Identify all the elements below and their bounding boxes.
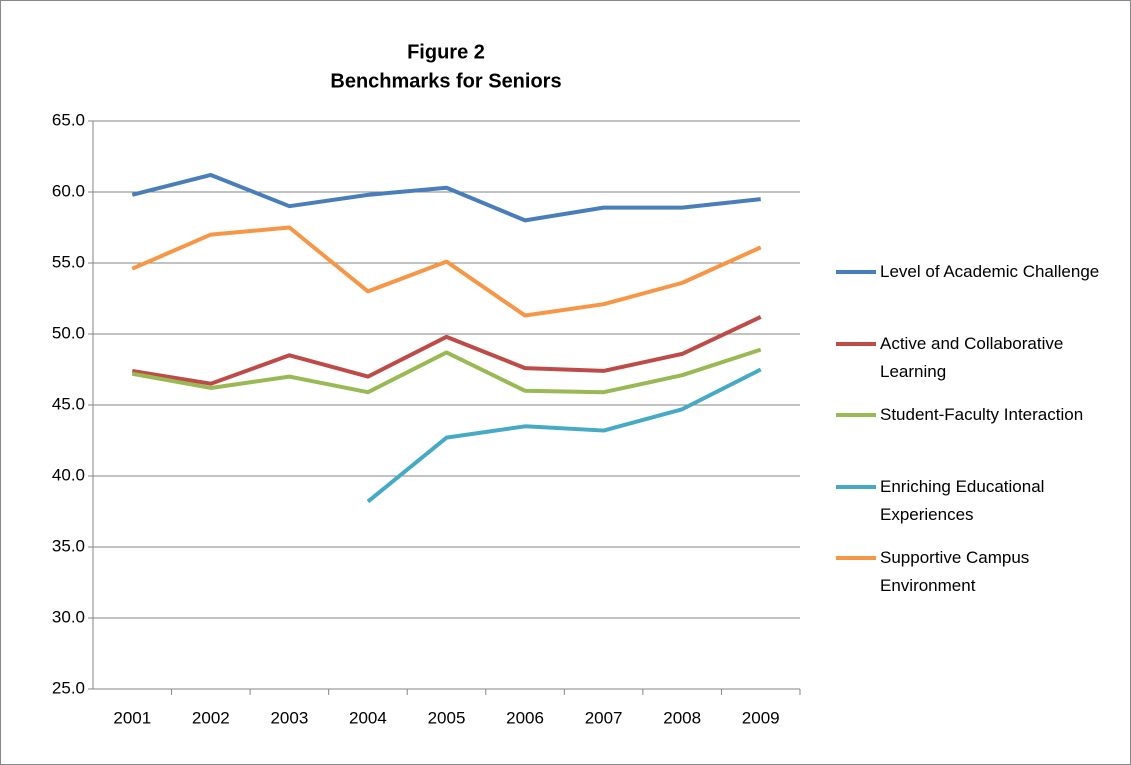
y-tick-label: 25.0: [52, 678, 85, 697]
legend-label: Enriching Educational Experiences: [880, 476, 1045, 524]
chart-subtitle: Benchmarks for Seniors: [330, 70, 561, 92]
legend-swatch: [836, 270, 876, 274]
series-line: [131, 347, 762, 395]
legend-swatch: [836, 341, 876, 346]
legend-label: Supportive Campus Environment: [880, 548, 1030, 595]
legend-swatch: [836, 556, 876, 560]
series-line: [366, 367, 762, 504]
y-tick-label: 30.0: [52, 607, 85, 626]
y-tick-label: 50.0: [52, 323, 85, 342]
y-tick-label: 35.0: [52, 536, 85, 555]
x-tick-label: 2004: [349, 708, 387, 727]
legend-label: Active and Collaborative Learning: [880, 333, 1064, 381]
x-tick-label: 2008: [663, 708, 701, 727]
x-tick-label: 2002: [192, 708, 230, 727]
legend-swatch: [836, 413, 876, 417]
series-line: [131, 315, 762, 386]
legend-entry: Active and Collaborative Learning: [836, 330, 1116, 386]
y-tick-label: 55.0: [52, 252, 85, 271]
x-tick-label: 2007: [585, 708, 623, 727]
legend-label: Student-Faculty Interaction: [880, 405, 1084, 424]
series-line: [131, 172, 761, 223]
legend-entry: Supportive Campus Environment: [836, 544, 1116, 600]
chart-title: Figure 2: [407, 41, 485, 63]
y-tick-label: 45.0: [52, 394, 85, 413]
y-tick-label: 40.0: [52, 465, 85, 484]
x-tick-label: 2006: [506, 708, 544, 727]
x-tick-label: 2009: [742, 708, 780, 727]
legend-entry: Level of Academic Challenge: [836, 258, 1116, 286]
legend-entry: Student-Faculty Interaction: [836, 401, 1116, 429]
y-tick-label: 65.0: [52, 110, 85, 129]
x-tick-label: 2003: [270, 708, 308, 727]
legend-entry: Enriching Educational Experiences: [836, 473, 1116, 529]
series-line: [131, 225, 762, 318]
legend-label: Level of Academic Challenge: [880, 262, 1100, 281]
legend-swatch: [836, 484, 876, 489]
y-tick-label: 60.0: [52, 181, 85, 200]
x-tick-label: 2005: [428, 708, 466, 727]
x-tick-label: 2001: [113, 708, 151, 727]
